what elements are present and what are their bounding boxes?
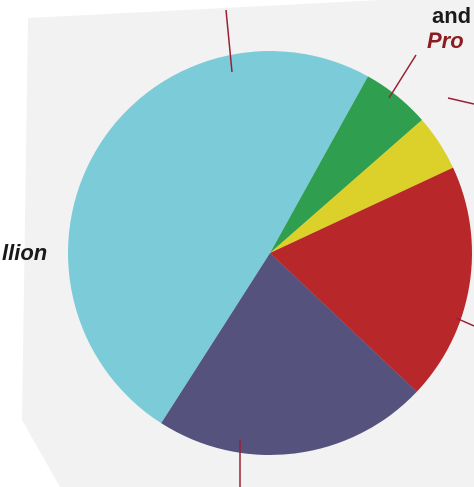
leader-lines bbox=[225, 9, 474, 487]
leader-line-4 bbox=[455, 317, 474, 327]
label-and: and bbox=[432, 3, 472, 28]
pie-slice-5 bbox=[68, 51, 368, 424]
pie-slice-3 bbox=[270, 167, 472, 392]
leader-line-1 bbox=[225, 9, 233, 73]
leader-line-2 bbox=[388, 54, 417, 99]
leader-line-3 bbox=[447, 97, 474, 105]
pie-slices bbox=[68, 51, 472, 456]
label-llion: llion bbox=[2, 240, 48, 265]
pie-slice-1 bbox=[270, 76, 422, 253]
pie-slice-2 bbox=[270, 119, 454, 253]
label-pro: Pro bbox=[427, 28, 464, 53]
pie-slice-4 bbox=[161, 253, 417, 456]
